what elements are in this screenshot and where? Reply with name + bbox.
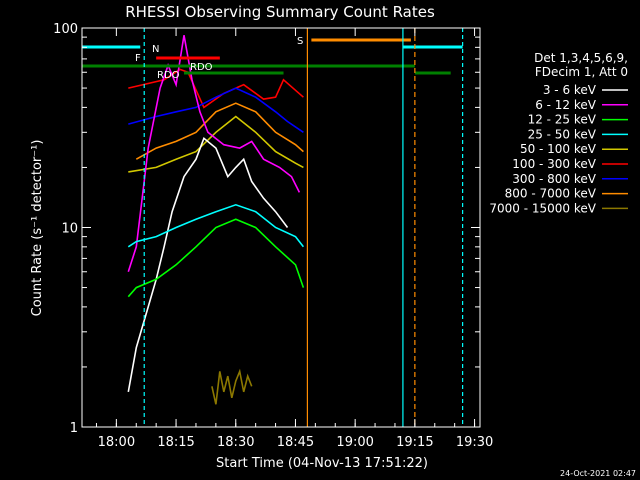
flag-label: RDO (157, 70, 180, 81)
chart-title: RHESSI Observing Summary Count Rates (125, 3, 435, 21)
series-line (128, 68, 304, 109)
legend-label: 12 - 25 keV (528, 113, 597, 127)
y-axis-label: Count Rate (s⁻¹ detector⁻¹) (30, 140, 45, 317)
legend-label: 800 - 7000 keV (505, 187, 597, 201)
y-tick-label: 100 (53, 22, 78, 37)
series-line (127, 203, 305, 248)
plot-marks: NF RDO RDO S (82, 28, 464, 427)
timestamp-stamp: 24-Oct-2021 02:47 (560, 469, 636, 478)
y-tick-label: 10 (61, 222, 78, 237)
legend-header: FDecim 1, Att 0 (535, 65, 628, 79)
legend-label: 100 - 300 keV (512, 157, 596, 171)
series-line (128, 115, 304, 173)
series-line (127, 35, 301, 273)
x-tick-label: 18:00 (98, 435, 135, 450)
legend-label: 50 - 100 keV (520, 142, 597, 156)
series-line (211, 368, 253, 405)
legend-label: 7000 - 15000 keV (489, 201, 596, 215)
x-axis-label: Start Time (04-Nov-13 17:51:22) (216, 456, 428, 471)
x-tick-label: 18:15 (157, 435, 194, 450)
series-line (127, 136, 289, 393)
legend-label: 300 - 800 keV (512, 172, 596, 186)
legend-label: 3 - 6 keV (543, 83, 597, 97)
series-line (127, 218, 305, 298)
x-tick-label: 19:00 (336, 435, 373, 450)
legend-header: Det 1,3,4,5,6,9, (534, 51, 628, 65)
y-tick-label: 1 (70, 421, 78, 436)
x-tick-label: 18:45 (277, 435, 314, 450)
series-line (135, 102, 304, 160)
flag-label: N (152, 44, 159, 55)
legend-label: 25 - 50 keV (528, 127, 597, 141)
legend-label: 6 - 12 keV (535, 98, 597, 112)
series-line (128, 87, 304, 133)
flag-label: S (297, 36, 303, 47)
flag-label: RDO (190, 62, 213, 73)
legend: Det 1,3,4,5,6,9,FDecim 1, Att 0 3 - 6 keV… (489, 51, 628, 215)
x-tick-label: 18:30 (217, 435, 254, 450)
axes: 18:00 18:15 18:30 18:45 19:00 19:15 19:30 1 10 10… (53, 22, 493, 450)
x-tick-label: 19:15 (396, 435, 433, 450)
plot-frame (81, 27, 481, 428)
flag-label: F (135, 53, 141, 64)
x-tick-label: 19:30 (456, 435, 493, 450)
